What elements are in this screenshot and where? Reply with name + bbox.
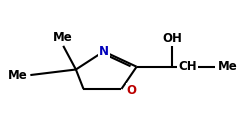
Text: OH: OH [162,32,181,45]
Text: Me: Me [8,69,28,82]
Text: CH: CH [178,60,196,73]
Text: Me: Me [217,60,236,73]
Text: O: O [126,84,136,97]
Text: Me: Me [53,31,73,44]
Text: N: N [98,45,108,58]
